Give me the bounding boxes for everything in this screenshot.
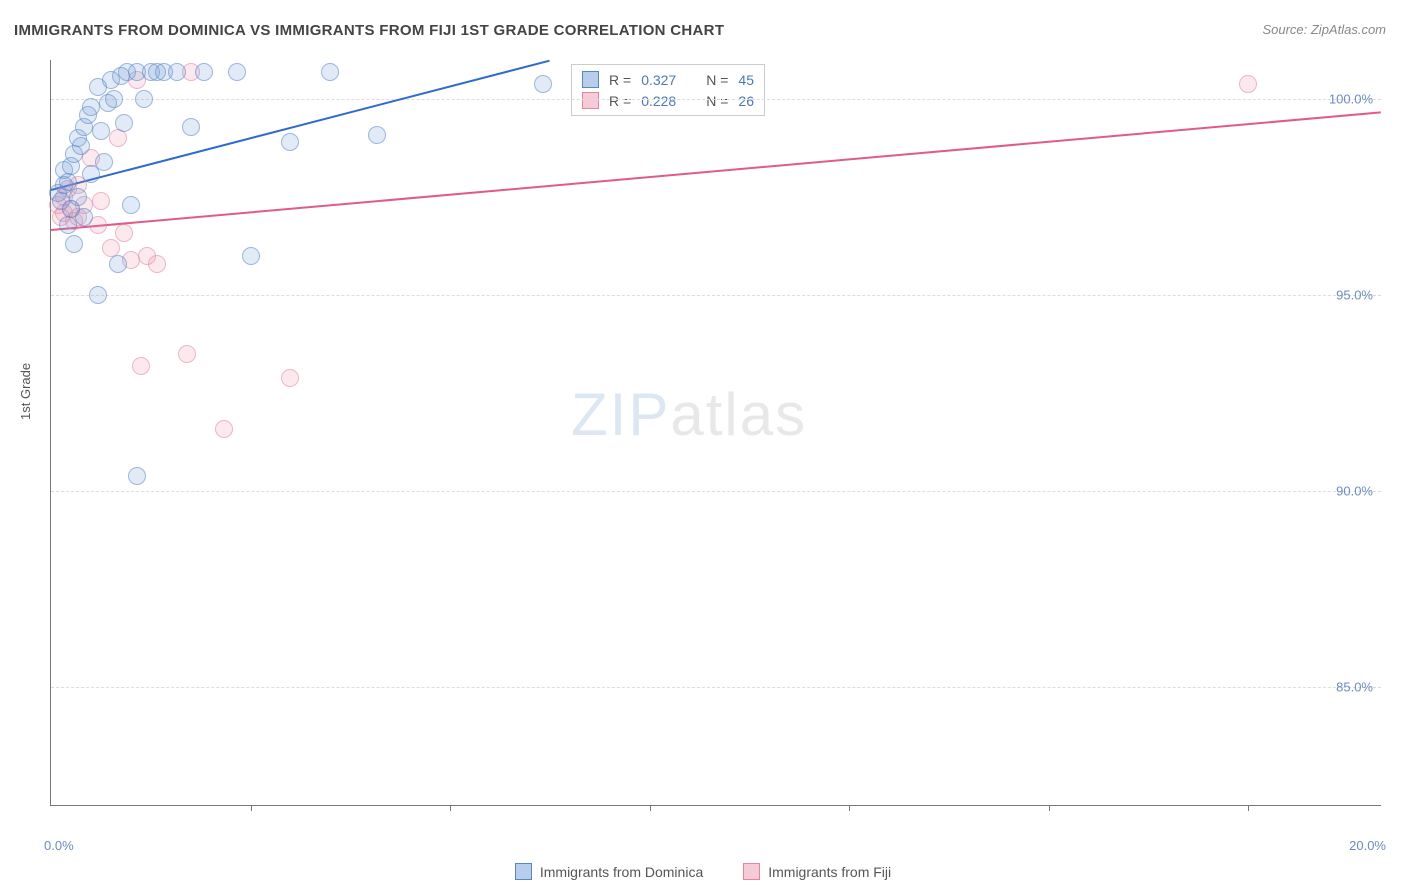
swatch-pink-icon	[743, 863, 760, 880]
gridline	[51, 491, 1381, 492]
data-point	[195, 63, 213, 81]
x-tick-mark	[251, 805, 252, 811]
data-point	[65, 235, 83, 253]
x-tick-mark	[849, 805, 850, 811]
data-point	[115, 224, 133, 242]
trendline	[51, 111, 1381, 231]
gridline	[51, 295, 1381, 296]
swatch-blue-icon	[582, 71, 599, 88]
data-point	[105, 90, 123, 108]
swatch-pink-icon	[582, 92, 599, 109]
x-tick-mark	[1248, 805, 1249, 811]
x-tick-mark	[1049, 805, 1050, 811]
data-point	[178, 345, 196, 363]
swatch-blue-icon	[515, 863, 532, 880]
data-point	[115, 114, 133, 132]
gridline	[51, 99, 1381, 100]
stats-legend: R = 0.327 N = 45 R = 0.228 N = 26	[571, 64, 765, 116]
data-point	[148, 255, 166, 273]
data-point	[89, 286, 107, 304]
data-point	[59, 216, 77, 234]
data-point	[132, 357, 150, 375]
data-point	[75, 208, 93, 226]
data-point	[135, 90, 153, 108]
data-point	[92, 122, 110, 140]
y-tick-label: 90.0%	[1336, 484, 1373, 499]
y-tick-label: 100.0%	[1329, 92, 1373, 107]
y-axis-label: 1st Grade	[18, 363, 33, 420]
data-point	[242, 247, 260, 265]
data-point	[534, 75, 552, 93]
data-point	[109, 255, 127, 273]
data-point	[82, 98, 100, 116]
y-tick-label: 85.0%	[1336, 680, 1373, 695]
x-tick-20: 20.0%	[1349, 838, 1386, 853]
x-tick-0: 0.0%	[44, 838, 74, 853]
data-point	[72, 137, 90, 155]
legend-item-fiji: Immigrants from Fiji	[743, 863, 891, 880]
data-point	[182, 118, 200, 136]
bottom-legend: Immigrants from Dominica Immigrants from…	[0, 863, 1406, 880]
data-point	[122, 196, 140, 214]
legend-row-fiji: R = 0.228 N = 26	[582, 90, 754, 111]
scatter-chart: ZIPatlas R = 0.327 N = 45 R = 0.228 N = …	[50, 60, 1381, 806]
y-tick-label: 95.0%	[1336, 288, 1373, 303]
data-point	[215, 420, 233, 438]
x-tick-mark	[450, 805, 451, 811]
watermark: ZIPatlas	[571, 380, 807, 449]
data-point	[1239, 75, 1257, 93]
data-point	[109, 129, 127, 147]
data-point	[95, 153, 113, 171]
data-point	[69, 188, 87, 206]
x-tick-mark	[650, 805, 651, 811]
data-point	[228, 63, 246, 81]
data-point	[321, 63, 339, 81]
legend-item-dominica: Immigrants from Dominica	[515, 863, 703, 880]
gridline	[51, 687, 1381, 688]
data-point	[128, 467, 146, 485]
data-point	[92, 192, 110, 210]
data-point	[168, 63, 186, 81]
data-point	[368, 126, 386, 144]
legend-row-dominica: R = 0.327 N = 45	[582, 69, 754, 90]
data-point	[281, 369, 299, 387]
data-point	[281, 133, 299, 151]
chart-title: IMMIGRANTS FROM DOMINICA VS IMMIGRANTS F…	[14, 22, 724, 39]
source-label: Source: ZipAtlas.com	[1262, 22, 1386, 37]
